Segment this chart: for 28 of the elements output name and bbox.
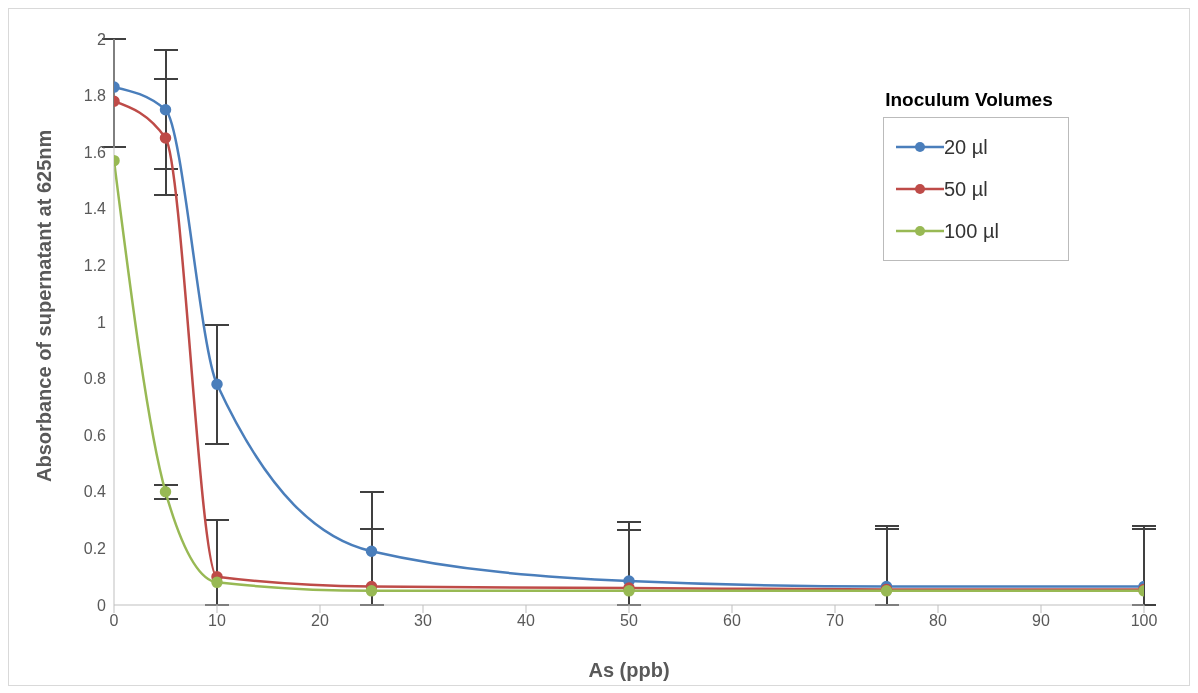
legend-label: 100 µl bbox=[944, 219, 999, 243]
x-tick-label: 80 bbox=[929, 612, 947, 630]
x-tick-label: 90 bbox=[1032, 612, 1050, 630]
y-tick-label: 1.4 bbox=[83, 200, 107, 218]
y-tick-label: 1.6 bbox=[83, 143, 107, 161]
x-tick-label: 70 bbox=[826, 612, 844, 630]
y-tick-label: 0.2 bbox=[83, 540, 107, 558]
y-tick-label: 0 bbox=[97, 596, 107, 614]
x-tick-label: 60 bbox=[723, 612, 741, 630]
x-tick-label: 50 bbox=[620, 612, 638, 630]
legend-label: 50 µl bbox=[944, 177, 988, 201]
y-tick-label: 0.8 bbox=[83, 370, 107, 388]
y-tick-label: 1.8 bbox=[83, 87, 107, 105]
x-tick-label: 20 bbox=[311, 612, 329, 630]
y-tick-label: 2 bbox=[97, 30, 107, 48]
x-tick-label: 40 bbox=[517, 612, 535, 630]
y-tick-label: 0.6 bbox=[83, 426, 107, 444]
y-axis-title: Absorbance of supernatant at 625nm bbox=[33, 129, 56, 482]
legend-title: Inoculum Volumes bbox=[884, 89, 1054, 111]
y-tick-label: 0.4 bbox=[83, 483, 107, 501]
x-tick-label: 0 bbox=[109, 612, 119, 630]
legend-label: 20 µl bbox=[944, 135, 988, 159]
x-tick-label: 10 bbox=[208, 612, 226, 630]
y-tick-label: 1 bbox=[97, 313, 107, 331]
x-axis-title: As (ppb) bbox=[588, 659, 670, 681]
x-tick-label: 30 bbox=[414, 612, 432, 630]
x-tick-label: 100 bbox=[1130, 612, 1158, 630]
y-tick-label: 1.2 bbox=[83, 257, 107, 275]
